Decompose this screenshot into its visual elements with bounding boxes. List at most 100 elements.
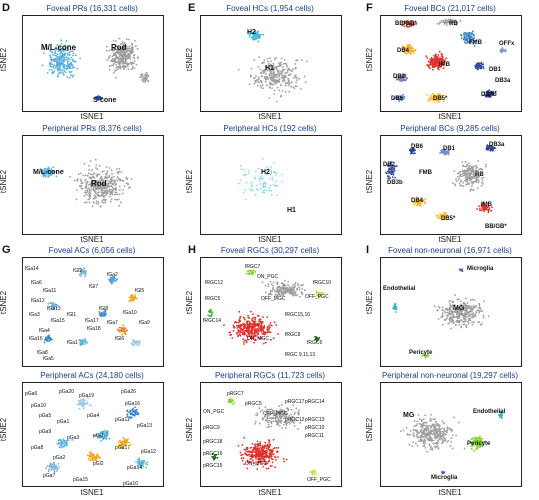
cell-point: [270, 338, 272, 341]
cell-point: [250, 446, 253, 449]
cell-point: [146, 463, 149, 466]
cell-point: [287, 284, 289, 287]
panel-e-top-ylabel: tSNE2: [185, 47, 195, 72]
cell-point: [54, 57, 57, 60]
cell-point: [271, 72, 273, 74]
cell-point: [115, 76, 117, 79]
cell-point: [83, 272, 85, 275]
cell-point: [57, 63, 60, 66]
cell-point: [482, 206, 484, 209]
cell-point: [249, 187, 251, 190]
cell-point: [115, 188, 118, 191]
cell-point: [97, 186, 100, 189]
label-db6-peripheral: DB6: [411, 144, 424, 150]
cell-point: [314, 335, 316, 338]
cell-point: [87, 187, 89, 190]
cell-point: [270, 417, 272, 419]
cell-point: [490, 90, 493, 93]
cell-point: [260, 336, 263, 339]
cell-point: [275, 184, 277, 187]
cell-point: [125, 45, 128, 48]
cell-point: [100, 182, 103, 184]
cell-point: [254, 316, 257, 319]
cluster-label: fGa9: [139, 320, 150, 326]
cell-point: [95, 202, 98, 205]
cell-point: [248, 83, 251, 85]
cell-point: [287, 74, 290, 76]
cell-point: [103, 314, 106, 317]
cell-point: [59, 58, 62, 60]
panel-f-bottom-ylabel: tSNE2: [365, 169, 375, 194]
cell-point: [95, 460, 98, 463]
cell-point: [240, 331, 243, 334]
cell-point: [69, 175, 71, 178]
cell-point: [82, 406, 85, 408]
cell-point: [463, 32, 466, 34]
cell-point: [242, 325, 245, 328]
cell-point: [454, 19, 457, 22]
cell-point: [97, 201, 100, 203]
cell-point: [137, 466, 140, 468]
cell-point: [124, 53, 127, 56]
cell-point: [115, 278, 118, 281]
cell-point: [275, 291, 278, 293]
cell-point: [245, 272, 248, 275]
cell-point: [127, 68, 130, 70]
cell-point: [429, 58, 431, 61]
cell-point: [434, 64, 437, 67]
cell-point: [106, 179, 108, 182]
cell-point: [441, 58, 443, 60]
cell-point: [251, 185, 253, 188]
cell-point: [261, 444, 264, 447]
cell-point: [298, 295, 301, 298]
cell-point: [284, 72, 286, 75]
cell-point: [271, 77, 273, 80]
cell-point: [84, 272, 87, 275]
cell-point: [120, 329, 122, 332]
cell-point: [297, 428, 299, 430]
cell-point: [464, 297, 467, 300]
cell-point: [248, 317, 250, 319]
cell-point: [273, 409, 276, 412]
cell-point: [471, 321, 474, 323]
cell-point: [245, 181, 248, 184]
cell-point: [95, 167, 97, 169]
cell-point: [260, 460, 263, 463]
cell-point: [487, 146, 490, 149]
cell-point: [277, 417, 280, 420]
cell-point: [285, 76, 287, 78]
cell-point: [459, 175, 461, 178]
cell-point: [274, 171, 277, 173]
cell-point: [89, 192, 92, 195]
cell-point: [458, 182, 461, 185]
cell-point: [482, 176, 485, 179]
cell-point: [54, 52, 56, 54]
cell-point: [92, 175, 95, 178]
panel-letter-e: E: [188, 2, 196, 14]
cell-point: [278, 289, 281, 292]
cell-point: [265, 68, 268, 70]
panel-e-bottom-title: Peripheral HCs (192 cells): [223, 124, 317, 133]
cell-point: [238, 182, 240, 185]
cell-point: [117, 177, 120, 180]
cluster-label: fRGC15,16: [285, 312, 310, 318]
cell-point: [118, 445, 121, 448]
cell-point: [448, 321, 451, 324]
cell-point: [261, 191, 264, 193]
cell-point: [232, 330, 235, 332]
cell-point: [278, 414, 281, 417]
cell-point: [80, 343, 83, 346]
cell-point: [84, 339, 87, 341]
cell-point: [270, 170, 273, 172]
panel-d-top-scatter: M/L-cone Rod S-cone: [41, 37, 150, 104]
cell-point: [283, 279, 286, 282]
cell-point: [111, 193, 114, 196]
cell-point: [100, 179, 103, 181]
cell-point: [67, 439, 70, 442]
cell-point: [128, 296, 131, 299]
cell-point: [248, 335, 251, 338]
cell-point: [249, 322, 251, 325]
cell-point: [259, 177, 262, 180]
cell-point: [280, 422, 283, 424]
cell-point: [254, 320, 257, 323]
